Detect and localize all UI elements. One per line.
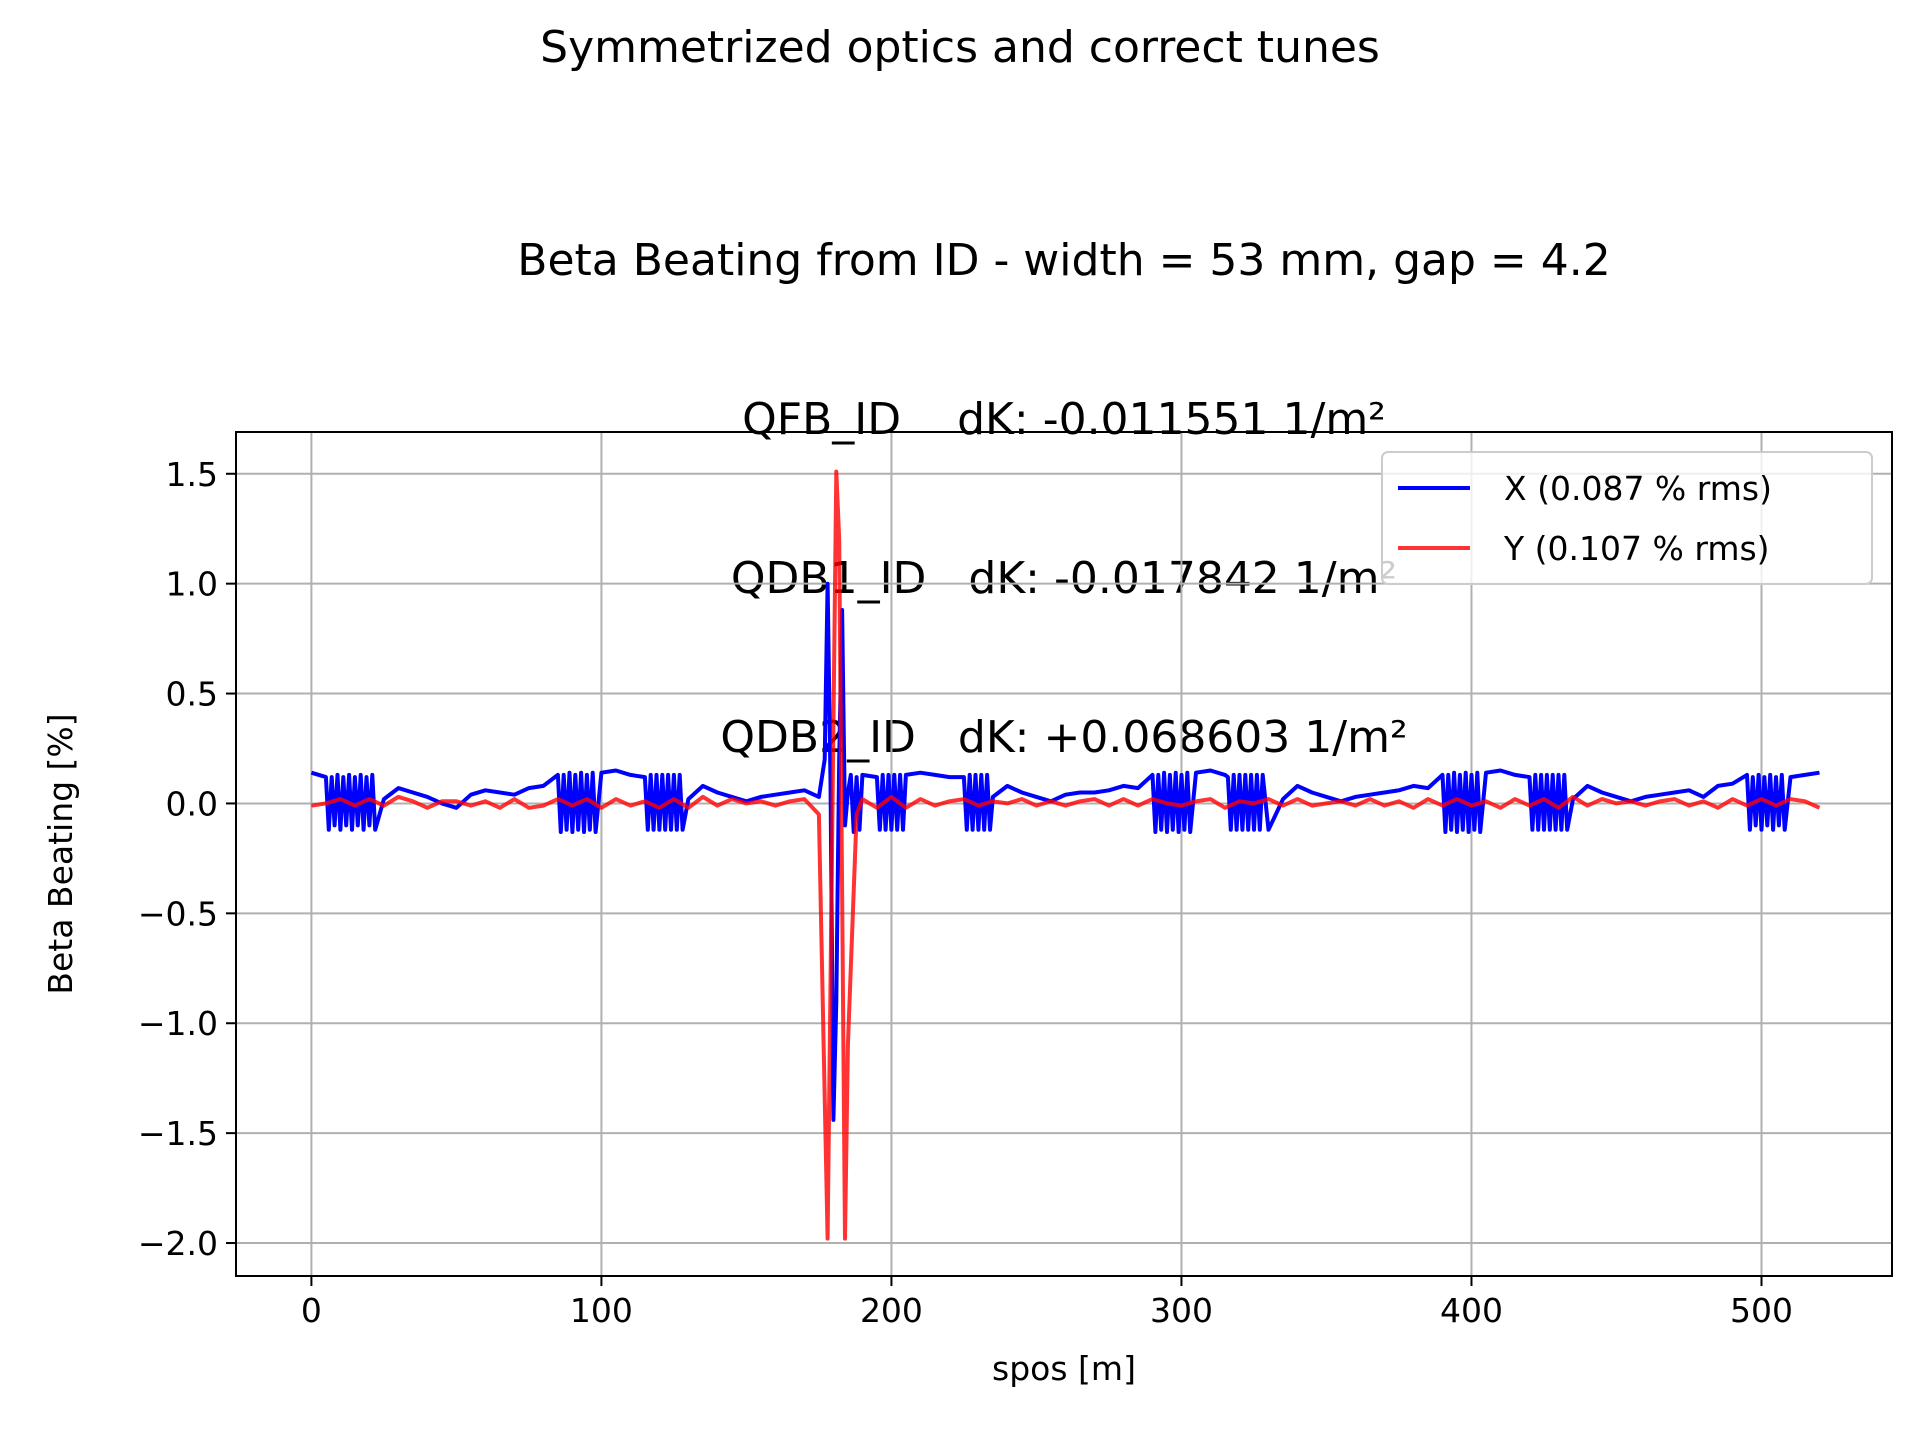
x-tick-label: 400 [1440,1291,1503,1330]
axes-frame [235,431,1893,1277]
title-line-3: QDB1_ID dK: -0.017842 1/m² [730,553,1398,604]
title-line-1: Beta Beating from ID - width = 53 mm, ga… [517,235,1611,286]
y-tick-label: 0.0 [166,784,218,823]
y-axis-label: Beta Beating [%] [41,713,80,994]
axis-ticks: 0 100 200 300 400 500 1.5 1.0 0.5 0.0 −0.5 −1.0 −1.5… [138,455,1793,1330]
y-tick-label: −0.5 [138,894,218,933]
y-tick-label: −2.0 [138,1224,218,1263]
title-line-2: QFB_ID dK: -0.011551 1/m² [742,394,1386,445]
y-tick-label: 1.0 [166,565,218,604]
chart-title: Beta Beating from ID - width = 53 mm, ga… [236,128,1892,817]
chart-suptitle: Symmetrized optics and correct tunes [540,22,1380,73]
plot-area [310,469,1821,1241]
legend-label-y: Y (0.107 % rms) [1503,529,1770,568]
x-tick-label: 200 [860,1291,923,1330]
legend-box [1381,451,1873,585]
y-tick-label: −1.0 [138,1004,218,1043]
y-tick-label: 1.5 [166,455,218,494]
title-line-4: QDB2_ID dK: +0.068603 1/m² [720,712,1408,763]
legend-label-x: X (0.087 % rms) [1504,469,1772,508]
x-tick-label: 100 [570,1291,633,1330]
x-tick-label: 500 [1730,1291,1793,1330]
x-axis-label: spos [m] [992,1349,1136,1388]
series-line-x [310,581,1820,1122]
legend: X (0.087 % rms) Y (0.107 % rms) [1381,451,1873,585]
x-tick-label: 300 [1150,1291,1213,1330]
x-tick-label: 0 [301,1291,322,1330]
series-line-y [311,469,1821,1241]
y-tick-label: 0.5 [166,675,218,714]
y-tick-label: −1.5 [138,1114,218,1153]
